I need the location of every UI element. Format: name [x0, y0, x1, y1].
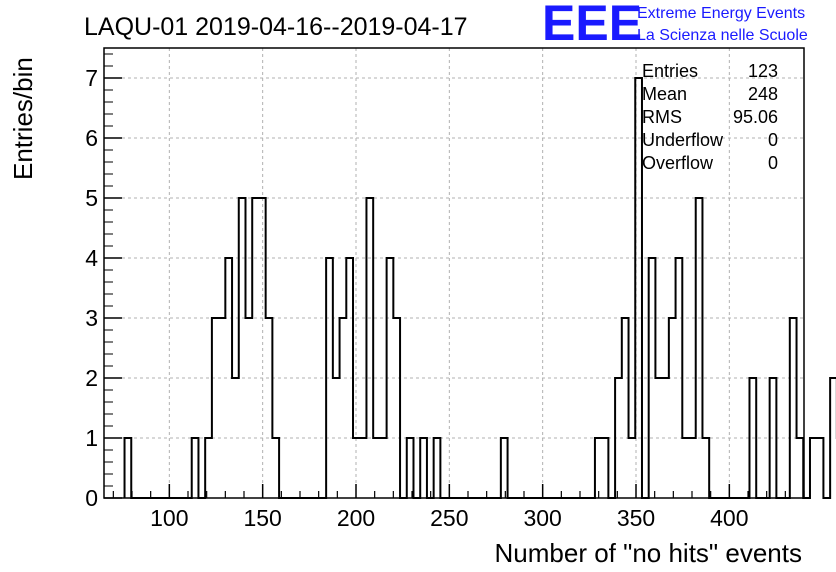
stats-value: 123 — [748, 61, 778, 81]
histogram-bin — [380, 438, 387, 498]
histogram-bin — [346, 258, 353, 498]
stats-label: Entries — [642, 61, 698, 81]
histogram-bin — [239, 198, 246, 498]
histogram-bin — [622, 318, 629, 498]
histogram-bin — [212, 318, 219, 498]
histogram-bin — [420, 438, 427, 498]
histogram-bin — [340, 318, 347, 498]
histogram-bin — [676, 258, 683, 498]
histogram-bin — [393, 318, 400, 498]
y-tick-label: 4 — [85, 245, 98, 271]
histogram-bin — [366, 198, 373, 498]
histogram-bin — [259, 198, 266, 498]
y-tick-label: 7 — [85, 65, 98, 91]
histogram-bin — [810, 438, 817, 498]
x-tick-label: 400 — [710, 505, 748, 531]
stats-label: Overflow — [642, 153, 714, 173]
histogram-bin — [245, 318, 252, 498]
histogram-bin — [333, 378, 340, 498]
histogram-bin — [125, 438, 132, 498]
plot-frame — [103, 47, 805, 499]
histogram-bin — [790, 318, 797, 498]
histogram-bin — [615, 378, 622, 498]
histogram-bin — [326, 258, 333, 498]
histogram-bin — [696, 198, 703, 498]
histogram-bin — [669, 318, 676, 498]
x-axis-label: Number of "no hits" events — [495, 538, 803, 568]
logo-line-1: Extreme Energy Events — [637, 5, 805, 22]
histogram-bin — [192, 438, 199, 498]
y-tick-label: 6 — [85, 125, 98, 151]
histogram-bin — [817, 438, 824, 498]
y-tick-label: 5 — [85, 185, 98, 211]
y-axis-ticks: 0 1 2 3 4 5 6 7 — [85, 53, 122, 511]
histogram-bin — [407, 438, 414, 498]
histogram-bin — [225, 258, 232, 498]
y-tick-label: 1 — [85, 425, 98, 451]
x-tick-label: 150 — [243, 505, 281, 531]
histogram-bin — [702, 438, 709, 498]
histogram-bin — [749, 378, 756, 498]
histogram-bin — [595, 438, 602, 498]
stats-value: 95.06 — [733, 107, 778, 127]
x-tick-label: 350 — [617, 505, 655, 531]
y-axis-label: Entries/bin — [8, 57, 38, 180]
histogram-bin — [434, 438, 441, 498]
histogram-bin — [205, 438, 212, 498]
histogram-bin — [649, 258, 656, 498]
histogram-bin — [662, 378, 669, 498]
x-tick-label: 300 — [523, 505, 561, 531]
histogram-bin — [689, 438, 696, 498]
eee-logo: EEE Extreme Energy Events La Scienza nel… — [542, 0, 808, 51]
stats-value: 0 — [768, 130, 778, 150]
logo-mark: EEE — [542, 0, 642, 51]
y-tick-label: 0 — [85, 485, 98, 511]
histogram-bin — [770, 378, 777, 498]
histogram-bin — [272, 438, 279, 498]
histogram-bin — [232, 378, 239, 498]
histogram-bin — [797, 438, 804, 498]
histogram-bin — [602, 438, 609, 498]
stats-label: RMS — [642, 107, 682, 127]
histogram-bin — [373, 438, 380, 498]
y-tick-label: 3 — [85, 305, 98, 331]
histogram-bin — [252, 198, 259, 498]
stats-label: Mean — [642, 84, 687, 104]
stats-value: 0 — [768, 153, 778, 173]
chart-title: LAQU-01 2019-04-16--2019-04-17 — [84, 13, 468, 41]
x-tick-label: 100 — [150, 505, 188, 531]
histogram-bin — [360, 438, 367, 498]
histogram-bin — [635, 78, 642, 498]
histogram-bin — [501, 438, 508, 498]
x-tick-label: 200 — [337, 505, 375, 531]
histogram-bin — [387, 258, 394, 498]
histogram-bin — [266, 318, 273, 498]
histogram-bin — [655, 378, 662, 498]
stats-value: 248 — [748, 84, 778, 104]
x-tick-label: 250 — [430, 505, 468, 531]
histogram-bin — [219, 318, 226, 498]
y-tick-label: 2 — [85, 365, 98, 391]
logo-line-2: La Scienza nelle Scuole — [637, 27, 808, 44]
x-axis-ticks: 100 150 200 250 300 350 400 — [112, 484, 805, 531]
stats-label: Underflow — [642, 130, 724, 150]
histogram-bin — [629, 438, 636, 498]
histogram-bin — [682, 438, 689, 498]
stats-box: Entries 123 Mean 248 RMS 95.06 Underflow 0 Overf… — [642, 61, 778, 173]
